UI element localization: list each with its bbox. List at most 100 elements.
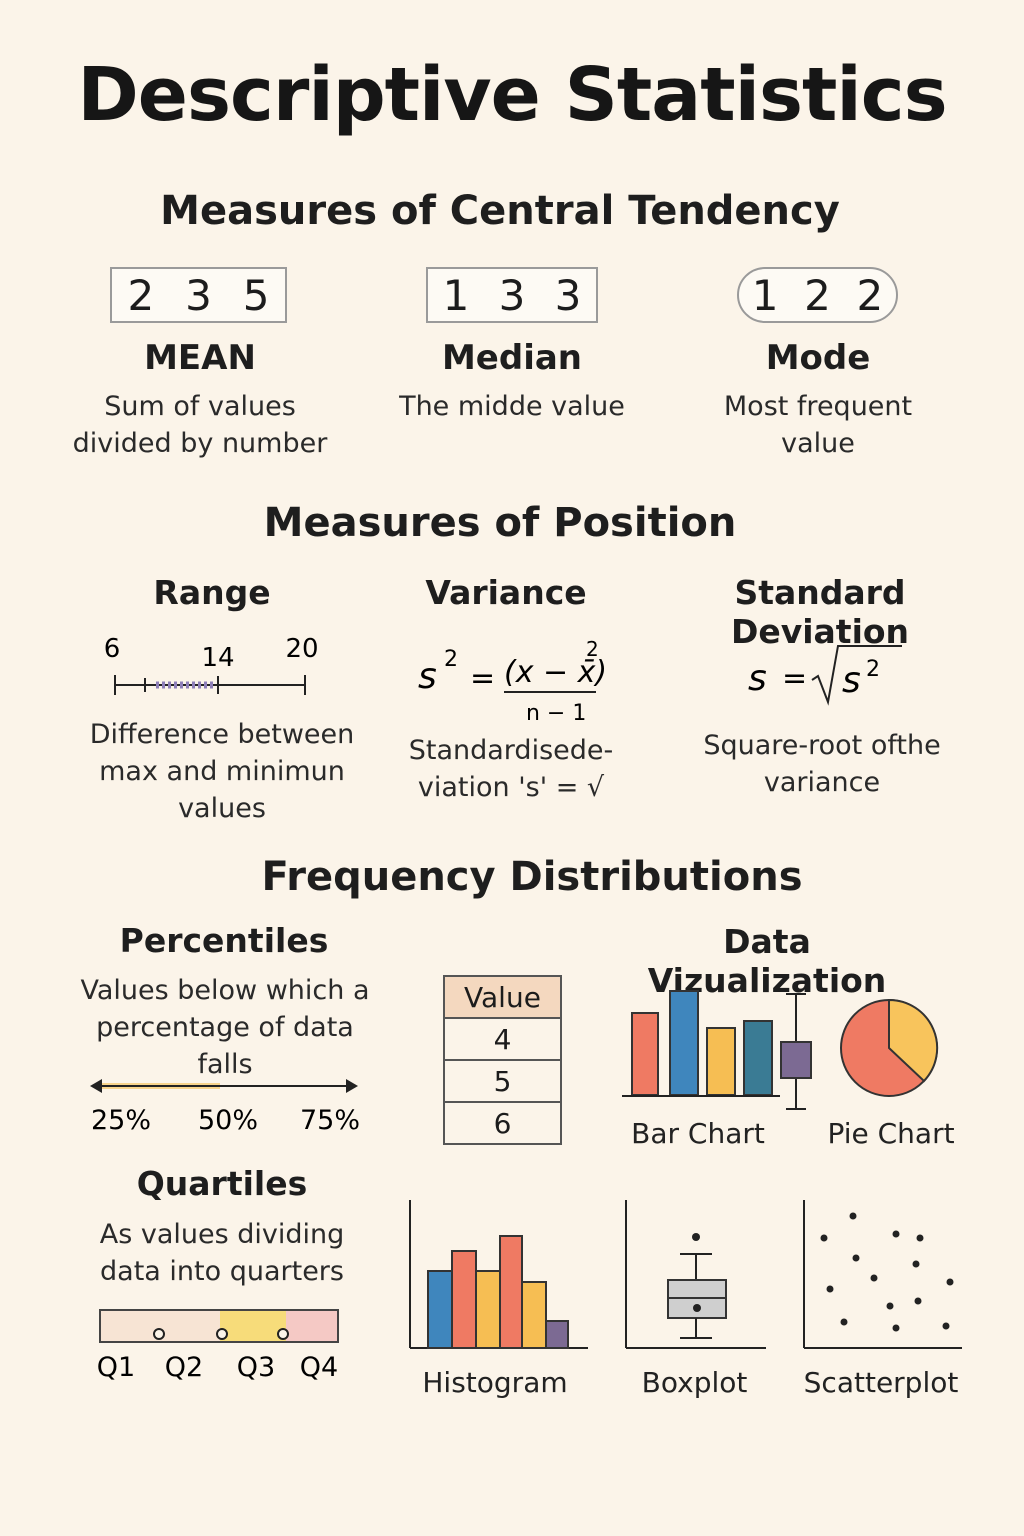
mode-description-line: value bbox=[781, 428, 855, 459]
quartile-marker bbox=[277, 1328, 289, 1340]
variance-description-line: viation 's' = √ bbox=[417, 772, 605, 803]
right-arrow-icon bbox=[346, 1079, 358, 1093]
histogram-bar bbox=[521, 1281, 547, 1349]
central-tendency-heading: Measures of Central Tendency bbox=[160, 188, 840, 234]
mean-description: Sum of values divided by number bbox=[50, 388, 350, 462]
mean-description-line: divided by number bbox=[72, 428, 328, 459]
scatter-point bbox=[820, 1234, 828, 1242]
median-title: Median bbox=[441, 338, 583, 378]
quartile-label: Q1 bbox=[97, 1352, 135, 1383]
quartile-label: Q3 bbox=[237, 1352, 275, 1383]
std-dev-description-line: variance bbox=[763, 767, 881, 798]
variance-description-line: Standardisede- bbox=[408, 735, 614, 766]
pie-chart-illustration bbox=[840, 998, 939, 1097]
scatter-point bbox=[892, 1324, 900, 1332]
value-table-cell: 5 bbox=[443, 1059, 562, 1103]
quartiles-description-line: As values dividing bbox=[99, 1219, 345, 1250]
range-description-line: Difference between bbox=[89, 719, 355, 750]
pie-chart-label: Pie Chart bbox=[827, 1117, 955, 1150]
variance-numerator: (x − x̄) bbox=[504, 655, 607, 690]
percentile-label: 25% bbox=[91, 1105, 151, 1136]
std-dev-title: Standard Deviation bbox=[730, 573, 910, 651]
std-dev-radicand: s bbox=[842, 660, 861, 701]
std-dev-formula: s = s 2 bbox=[748, 645, 902, 706]
percentiles-title: Percentiles bbox=[119, 921, 329, 960]
quartile-label: Q4 bbox=[300, 1352, 338, 1383]
sqrt-sign bbox=[811, 645, 902, 706]
percentiles-description-line: Values below which a bbox=[80, 975, 370, 1006]
value-table-header: Value bbox=[443, 975, 562, 1019]
scatterplot-label: Scatterplot bbox=[803, 1366, 959, 1399]
mean-numbers-box: 2 3 5 bbox=[110, 267, 287, 323]
box bbox=[780, 1041, 812, 1079]
frequency-heading: Frequency Distributions bbox=[261, 854, 803, 900]
value-table: Value 4 5 6 bbox=[443, 975, 562, 1145]
variance-equals: = bbox=[470, 661, 495, 696]
quartiles-description: As values dividing data into quarters bbox=[62, 1216, 382, 1290]
range-tick-label: 20 bbox=[285, 634, 318, 664]
scatter-point bbox=[849, 1212, 857, 1220]
percentiles-description: Values below which a percentage of data … bbox=[60, 972, 390, 1083]
histogram-illustration bbox=[409, 1200, 588, 1349]
quartile-marker bbox=[216, 1328, 228, 1340]
scatter-point bbox=[870, 1274, 878, 1282]
value-table-cell: 4 bbox=[443, 1017, 562, 1061]
mode-number: 1 bbox=[751, 270, 779, 320]
mode-numbers-box: 1 2 2 bbox=[737, 267, 898, 323]
variance-title: Variance bbox=[425, 573, 587, 612]
range-description-line: max and minimun bbox=[99, 756, 345, 787]
mean-number: 2 bbox=[127, 270, 155, 320]
position-heading: Measures of Position bbox=[263, 500, 737, 546]
median-number: 3 bbox=[498, 270, 526, 320]
std-dev-equals: = bbox=[782, 661, 807, 696]
variance-lhs-exponent: 2 bbox=[444, 647, 458, 672]
variance-lhs: s bbox=[418, 656, 437, 697]
std-dev-description-line: Square-root ofthe bbox=[703, 730, 941, 761]
variance-description: Standardisede- viation 's' = √ bbox=[361, 732, 661, 806]
std-dev-radicand-exponent: 2 bbox=[866, 657, 880, 682]
scatter-point bbox=[916, 1234, 924, 1242]
percentiles-description-line: falls bbox=[197, 1049, 253, 1080]
variance-denominator: n − 1 bbox=[526, 701, 586, 726]
percentiles-description-line: percentage of data bbox=[96, 1012, 354, 1043]
scatter-point bbox=[946, 1278, 954, 1286]
boxplot-outlier bbox=[692, 1233, 700, 1241]
range-tick-label: 6 bbox=[104, 634, 121, 664]
pie-slice bbox=[888, 998, 939, 1083]
median-numbers-box: 1 3 3 bbox=[426, 267, 598, 323]
mean-title: MEAN bbox=[144, 338, 256, 378]
std-dev-description: Square-root ofthe variance bbox=[672, 727, 972, 801]
quartile-segment bbox=[286, 1311, 337, 1341]
bar bbox=[743, 1020, 773, 1096]
scatter-point bbox=[942, 1322, 950, 1330]
mode-description-line: Most frequent bbox=[723, 391, 913, 422]
scatter-point bbox=[912, 1260, 920, 1268]
scatter-point bbox=[892, 1230, 900, 1238]
bar-chart-label: Bar Chart bbox=[631, 1117, 765, 1150]
histogram-bar bbox=[475, 1270, 501, 1349]
std-dev-lhs: s bbox=[748, 658, 767, 699]
bar bbox=[631, 1012, 659, 1096]
scatter-point bbox=[886, 1302, 894, 1310]
data-viz-title: Data Vizualization bbox=[647, 922, 887, 1000]
scatterplot-illustration bbox=[803, 1200, 962, 1349]
percentile-label: 50% bbox=[198, 1105, 258, 1136]
mode-title: Mode bbox=[765, 338, 871, 378]
quartiles-description-line: data into quarters bbox=[100, 1256, 344, 1287]
variance-numerator-exponent: 2 bbox=[586, 637, 599, 661]
quartile-bar: Q1 Q2 Q3 Q4 bbox=[97, 1309, 339, 1383]
mode-number: 2 bbox=[856, 270, 884, 320]
quartile-highlight bbox=[220, 1311, 286, 1341]
scatter-point bbox=[840, 1318, 848, 1326]
boxplot-mean bbox=[693, 1304, 701, 1312]
boxplot-label: Boxplot bbox=[641, 1366, 748, 1399]
median-description-line: The midde value bbox=[399, 391, 625, 422]
variance-formula: s 2 = (x − x̄) 2 n − 1 bbox=[418, 637, 607, 726]
histogram-bar bbox=[499, 1235, 523, 1349]
scatter-point bbox=[914, 1297, 922, 1305]
range-title: Range bbox=[153, 573, 271, 612]
bar bbox=[706, 1027, 736, 1096]
quartile-label: Q2 bbox=[165, 1352, 203, 1383]
percentile-scale: 25% 50% 75% bbox=[90, 1079, 360, 1136]
bar-chart-illustration bbox=[622, 990, 812, 1110]
